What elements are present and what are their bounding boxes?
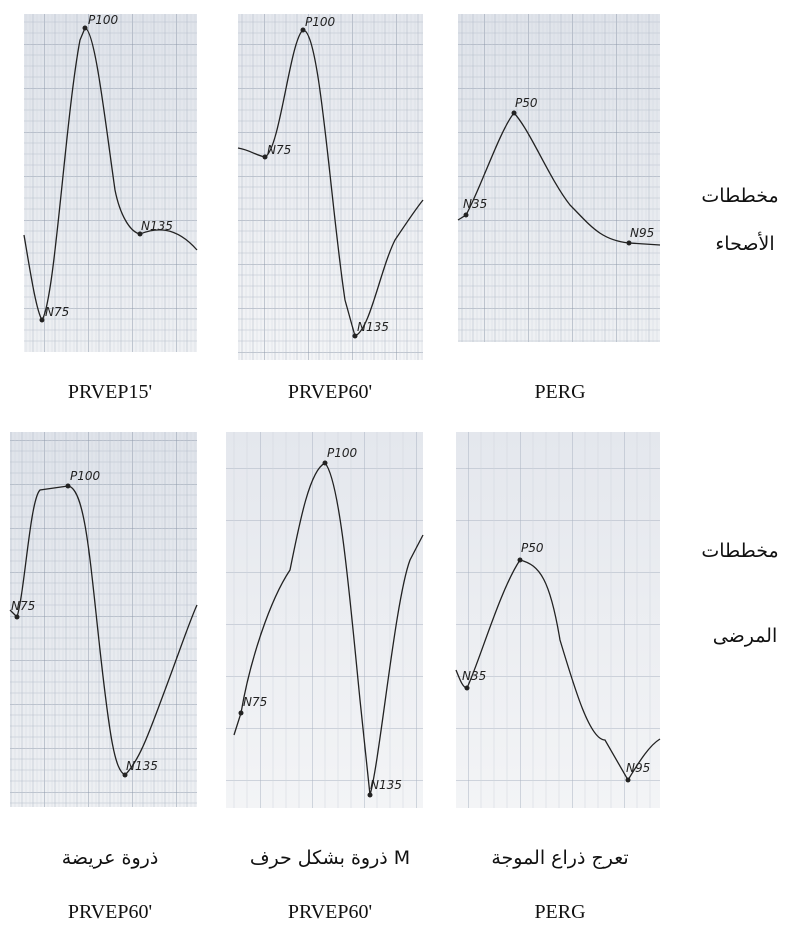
peak-label: N75 [267,143,291,157]
panel: P50 N35 N95 [458,14,660,342]
peak-label: N95 [626,761,650,775]
peak-label: P100 [88,13,119,27]
row-label: الأصحاء [715,232,774,255]
panel: P100 N75 N135 [24,13,197,352]
peak-label: N75 [45,305,69,319]
panel: P100 N75 N135 [10,432,197,807]
caption: PRVEP60' [68,901,152,923]
peak-label: N135 [357,320,389,334]
row-label: مخططات [701,185,778,207]
peak-label: P100 [327,446,358,460]
caption: PRVEP15' [68,381,152,403]
description: تعرج ذراع الموجة [491,847,628,869]
peak-label: N75 [11,599,35,613]
page: P100 N75 N135 P100 N75 N135 P50 N35 N95 … [0,0,802,930]
panel: P100 N75 N135 [238,14,423,360]
caption: PERG [534,901,585,923]
row-label: المرضى [713,625,778,647]
peak-label: N35 [462,669,486,683]
caption: PERG [534,381,585,403]
peak-label: P100 [305,15,336,29]
peak-label: N135 [370,778,402,792]
peak-label: P50 [515,96,538,110]
description: ذروة عريضة [62,847,159,869]
peak-label: N95 [630,226,654,240]
caption: PRVEP60' [288,381,372,403]
peak-label: N35 [463,197,487,211]
peak-label: P100 [70,469,101,483]
peak-label: P50 [521,541,544,555]
row-label: مخططات [701,540,778,562]
figure: P100 N75 N135 P100 N75 N135 P50 N35 N95 … [0,0,802,930]
peak-label: N135 [126,759,158,773]
caption: PRVEP60' [288,901,372,923]
panel: P50 N35 N95 [456,432,660,808]
description: ذروة بشكل حرف M [250,847,410,869]
panel: P100 N75 N135 [226,432,423,808]
peak-label: N135 [141,219,173,233]
peak-label: N75 [243,695,267,709]
